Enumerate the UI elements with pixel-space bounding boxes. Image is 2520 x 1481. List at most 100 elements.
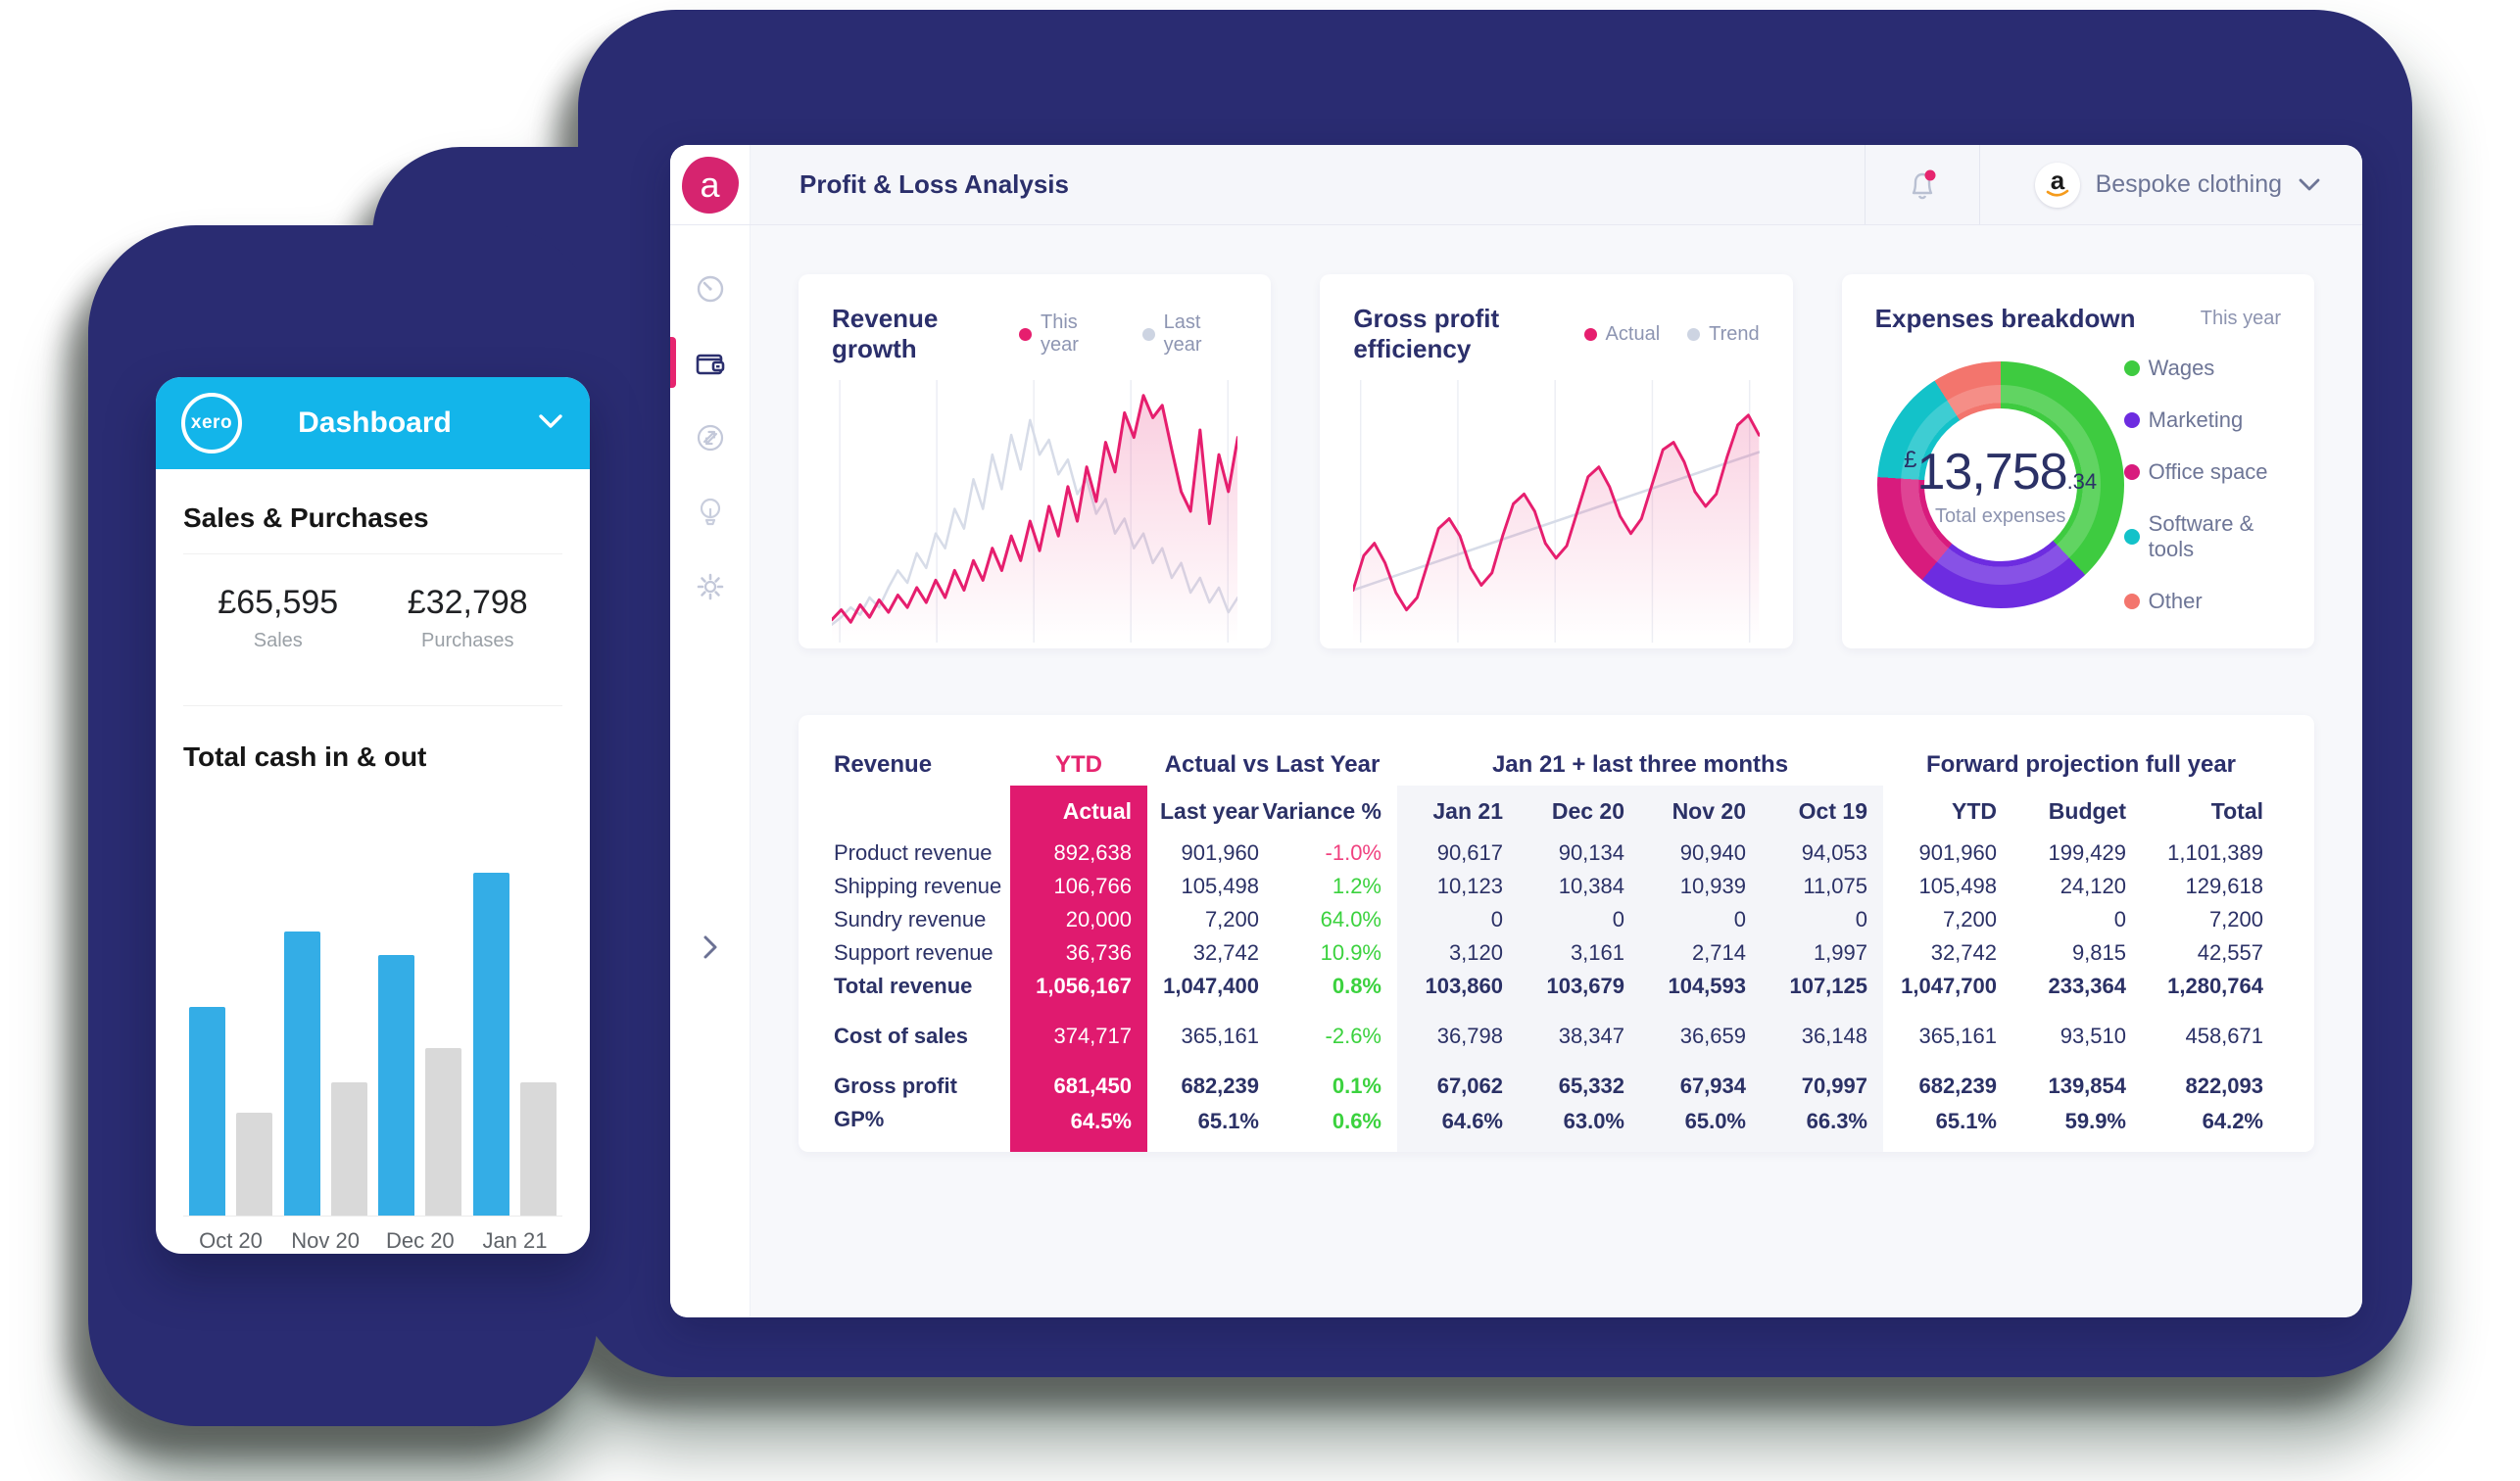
table-cell: 0 [1762,903,1883,936]
table-cell: 36,659 [1640,1020,1762,1053]
row-label: Gross profit [834,1074,957,1098]
table-cell [1519,1003,1640,1020]
total-expenses-label: Total expenses [1934,504,2066,527]
table-cell: 103,860 [1397,970,1519,1003]
card-title: Gross profit efficiency [1353,304,1500,363]
legend-label: Office space [2148,459,2268,484]
app-body: Revenue growth This year Last year [670,225,2362,1317]
row-label: Support revenue [834,940,993,965]
legend-item: Trend [1687,323,1760,346]
nav-insights[interactable] [695,496,726,529]
stat-sales: £65,595 Sales [183,584,373,652]
row-label: Shipping revenue [834,874,1002,898]
table-cell: 901,960 [1181,840,1259,865]
expenses-legend: Wages Marketing Office space Software & too… [2123,356,2281,614]
table-cell: 65.1% [1197,1109,1259,1133]
column-header: Last year [1159,797,1259,824]
column-header: Oct 19 [1762,786,1883,836]
legend-item: Office space [2123,459,2275,485]
table-cell [1640,1003,1762,1020]
company-switcher[interactable]: a Bespoke clothing [1980,145,2362,224]
expenses-breakdown-card: Expenses breakdown This year £13,758.34 … [1841,274,2314,648]
table-cell [1883,1003,2012,1020]
table-cell: 90,134 [1519,836,1640,870]
table-cell: 94,053 [1762,836,1883,870]
page-title: Profit & Loss Analysis [800,169,1069,199]
stat-value: £65,595 [218,584,339,621]
cash-out-bar [236,1113,272,1216]
table-cell: 365,161 [1181,1024,1259,1048]
sidebar-expand-button[interactable] [670,932,751,962]
table-cell: 0 [1640,903,1762,936]
table-cell: 0 [1397,903,1519,936]
legend-label: Marketing [2148,407,2244,432]
legend-dot-icon [1141,327,1155,341]
legend-dot-icon [2123,412,2140,428]
amazon-logo-icon: a [2034,162,2080,208]
revenue-growth-chart [832,380,1238,643]
cash-in-bar [472,873,509,1216]
sales-purchases-stats: £65,595 Sales £32,798 Purchases [183,584,562,652]
table-cell: 0.6% [1332,1109,1381,1133]
table-cell: 64.2% [2202,1109,2263,1133]
active-nav-indicator [670,337,676,388]
column-header: Total [2210,797,2263,824]
cash-in-bar [283,931,320,1216]
table-cell: 90,617 [1397,836,1519,870]
side-nav [670,225,751,1317]
legend-item: Actual [1583,323,1660,346]
bar-category-label: Jan 21 [482,1228,548,1253]
expenses-donut-chart: £13,758.34 Total expenses [1876,361,2124,608]
table-cell: 59.9% [2064,1109,2126,1133]
notification-badge [1924,169,1936,180]
period-label: This year [2200,308,2281,329]
header-right: a Bespoke clothing [1864,145,2362,224]
pl-table: Revenue YTD Actual vs Last Year Jan 21 + la… [834,744,2279,1152]
nav-profit-loss[interactable] [694,347,727,380]
table-cell: 42,557 [2197,940,2263,965]
row-label: Cost of sales [834,1024,968,1048]
speedometer-icon [697,275,723,303]
bar-category-label: Dec 20 [385,1228,455,1253]
nav-settings[interactable] [694,570,727,603]
svg-text:a: a [2050,168,2064,195]
table-cell: 3,120 [1397,936,1519,970]
table-cell: 139,854 [2048,1074,2126,1098]
table-cell: 7,200 [1204,907,1259,932]
mobile-body: Sales & Purchases £65,595 Sales £32,798 Pur… [156,469,590,1254]
bar-category-label: Oct 20 [199,1228,263,1253]
table-cell: 682,239 [1181,1074,1259,1098]
table-cell: 10,939 [1640,870,1762,903]
bell-icon [1912,169,1936,199]
gross-profit-chart [1353,380,1760,643]
legend-label: Software & tools [2148,511,2254,561]
table-cell: 107,125 [1762,970,1883,1003]
table-cell: 1,047,400 [1163,974,1259,998]
divider [183,705,562,706]
table-cell: 106,766 [1010,870,1147,903]
cash-heading: Total cash in & out [183,741,427,772]
table-cell: 0.1% [1332,1074,1381,1098]
chevron-right-icon [703,935,717,959]
row-label: Product revenue [834,840,993,865]
table-cell: 374,717 [1010,1020,1147,1053]
nav-dashboard[interactable] [695,272,726,306]
mobile-dashboard-card: xero Dashboard Sales & Purchases £65,595… [156,377,590,1254]
table-cell: 32,742 [1192,940,1259,965]
table-cell: 64.6% [1397,1103,1519,1152]
nav-sync[interactable] [695,421,726,454]
lightbulb-icon [700,498,720,526]
table-cell: 7,200 [1942,907,1997,932]
legend-dot-icon [2123,464,2140,480]
table-cell: 1,056,167 [1010,970,1147,1003]
notifications-button[interactable] [1864,145,1980,224]
mobile-dropdown-button[interactable] [537,412,564,435]
bar-group [189,1006,272,1216]
table-cell: 9,815 [2071,940,2126,965]
legend-item: Marketing [2123,407,2275,433]
main-app-window: a Profit & Loss Analysis a [670,145,2362,1317]
table-cell: 365,161 [1918,1024,1997,1048]
legend-label: Wages [2148,356,2215,380]
table-cell: 36,798 [1397,1020,1519,1053]
